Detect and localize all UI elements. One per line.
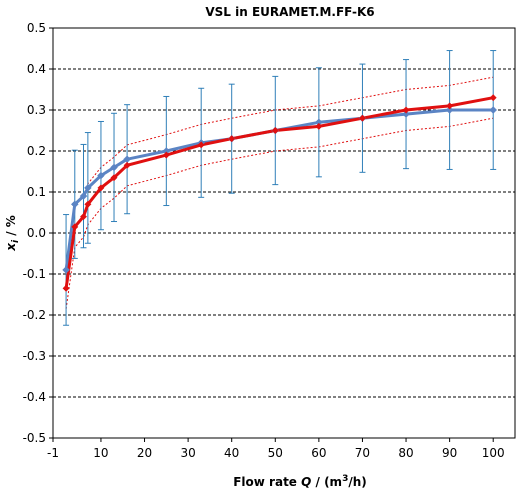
error-bar-layer xyxy=(63,50,497,326)
x-axis-title-suffix: /h) xyxy=(348,475,366,489)
red-series-point xyxy=(489,94,497,102)
y-tick-label: -0.2 xyxy=(23,308,46,322)
y-tick-label: 0.2 xyxy=(27,144,46,158)
series-layer xyxy=(62,94,498,292)
blue-series-point xyxy=(110,163,118,172)
upper-band-line xyxy=(65,76,494,268)
red-series-point xyxy=(97,184,105,192)
x-axis-title: Flow rate Q / (m3/h) xyxy=(233,474,367,489)
red-series-point xyxy=(228,135,236,143)
red-series-point xyxy=(162,151,170,159)
y-axis-title: xi / % xyxy=(4,215,21,252)
y-tick-label: -0.3 xyxy=(23,349,46,363)
x-tick-label: 50 xyxy=(268,446,283,460)
x-tick-label: 70 xyxy=(355,446,370,460)
x-tick-label: 10 xyxy=(93,446,108,460)
red-series-point xyxy=(79,213,88,221)
red-series-point xyxy=(123,161,131,169)
x-tick-label: 80 xyxy=(398,446,413,460)
blue-series-point xyxy=(402,110,410,118)
x-axis-title-mid: / (m xyxy=(311,475,342,489)
blue-series-line xyxy=(64,108,494,271)
y-axis-title-variable: x xyxy=(4,242,18,252)
red-series-point xyxy=(71,223,79,231)
x-tick-label: 20 xyxy=(137,446,152,460)
y-tick-label: -0.4 xyxy=(23,390,46,404)
x-tick-label: 40 xyxy=(224,446,239,460)
red-series-point xyxy=(358,114,367,122)
blue-series-point xyxy=(70,200,79,209)
red-series-line xyxy=(64,96,494,289)
y-tick-label: -0.5 xyxy=(23,431,46,445)
blue-series-point xyxy=(84,184,92,192)
blue-series-point xyxy=(489,106,498,114)
y-axis-title-subscript: i xyxy=(11,239,21,243)
chart-title: VSL in EURAMET.M.FF-K6 xyxy=(205,5,374,19)
red-series-point xyxy=(402,106,410,114)
x-tick-label: 60 xyxy=(311,446,326,460)
y-axis-title-suffix: / % xyxy=(4,215,18,240)
y-tick-label: 0.4 xyxy=(27,62,46,76)
y-tick-label: 0.1 xyxy=(27,185,46,199)
red-series-point xyxy=(446,102,454,110)
grid-layer xyxy=(53,68,515,398)
lower-band-line xyxy=(65,117,494,309)
red-series-point xyxy=(315,122,323,130)
x-tick-label: -1 xyxy=(47,446,59,460)
y-tick-label: 0.3 xyxy=(27,103,46,117)
x-tick-label: 100 xyxy=(482,446,505,460)
red-series-point xyxy=(271,126,279,135)
axis-layer: -0.5 -0.4 -0.3 -0.2 -0.1 0.0 0.1 0.2 0.3 0.4 0.5 -1… xyxy=(23,21,516,460)
red-series-point xyxy=(197,141,205,149)
y-tick-label: -0.1 xyxy=(23,267,46,281)
x-tick-label: 90 xyxy=(442,446,457,460)
y-tick-label: 0.0 xyxy=(27,226,46,240)
red-series-point xyxy=(62,284,70,292)
x-axis-title-superscript: 3 xyxy=(342,474,348,484)
blue-series-point xyxy=(445,106,454,114)
blue-series-point xyxy=(97,171,105,180)
y-tick-label: 0.5 xyxy=(27,21,46,35)
red-series-point xyxy=(110,174,118,182)
blue-series-point xyxy=(79,192,88,200)
x-axis-title-variable: Q xyxy=(301,475,311,489)
x-axis-title-prefix: Flow rate xyxy=(233,475,301,489)
x-tick-label: 30 xyxy=(180,446,195,460)
blue-series-point xyxy=(62,266,70,274)
red-series-point xyxy=(84,200,92,208)
